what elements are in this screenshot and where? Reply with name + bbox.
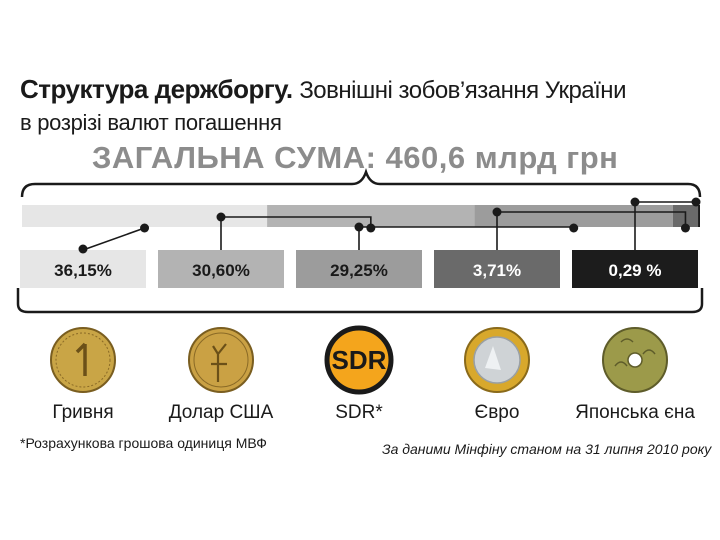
value-label-2: 30,60% [192,261,250,280]
value-label-1: 36,15% [54,261,112,280]
category-label-4: Євро [475,402,520,423]
total-brace [20,168,702,198]
connector-4 [492,207,690,250]
source-note: За даними Мінфіну станом на 31 липня 201… [382,441,712,457]
category-label-5: Японська єна [575,402,695,423]
value-box-3 [296,250,422,288]
chart-title: Структура держборгу. Зовнішні зобов’язан… [20,74,626,106]
sdr-badge-text: SDR [332,345,387,375]
value-label-4: 3,71% [473,261,521,280]
hryvnia-coin-icon [50,327,116,393]
value-box-4 [434,250,560,288]
value-label-3: 29,25% [330,261,388,280]
euro-coin-icon [464,327,530,393]
bar-segment-5 [698,205,700,227]
bar-segment-3 [474,205,673,227]
value-box-1 [20,250,146,288]
bar-segment-1 [22,205,268,227]
chart-subtitle: в розрізі валют погашення [20,110,282,135]
sdr-badge-icon: SDR [324,325,394,395]
category-label-1: Гривня [52,402,113,423]
connector-3 [354,222,579,250]
yen-coin-icon [602,327,668,393]
connector-2 [216,212,376,250]
dollar-coin-icon [188,327,254,393]
value-label-5: 0,29 % [609,261,662,280]
title-rest: Зовнішні зобов’язання України [299,77,626,104]
value-box-5 [572,250,698,288]
boxes-bracket [16,288,704,314]
total-sum: ЗАГАЛЬНА СУМА: 460,6 млрд грн [92,140,619,175]
category-label-3: SDR* [335,402,383,423]
connector-5 [630,197,701,250]
bar-segment-2 [267,205,475,227]
value-box-2 [158,250,284,288]
connector-1 [78,223,150,254]
title-bold: Структура держборгу. [20,74,293,104]
footnote: *Розрахункова грошова одиниця МВФ [20,435,267,451]
category-label-2: Долар США [169,402,274,423]
